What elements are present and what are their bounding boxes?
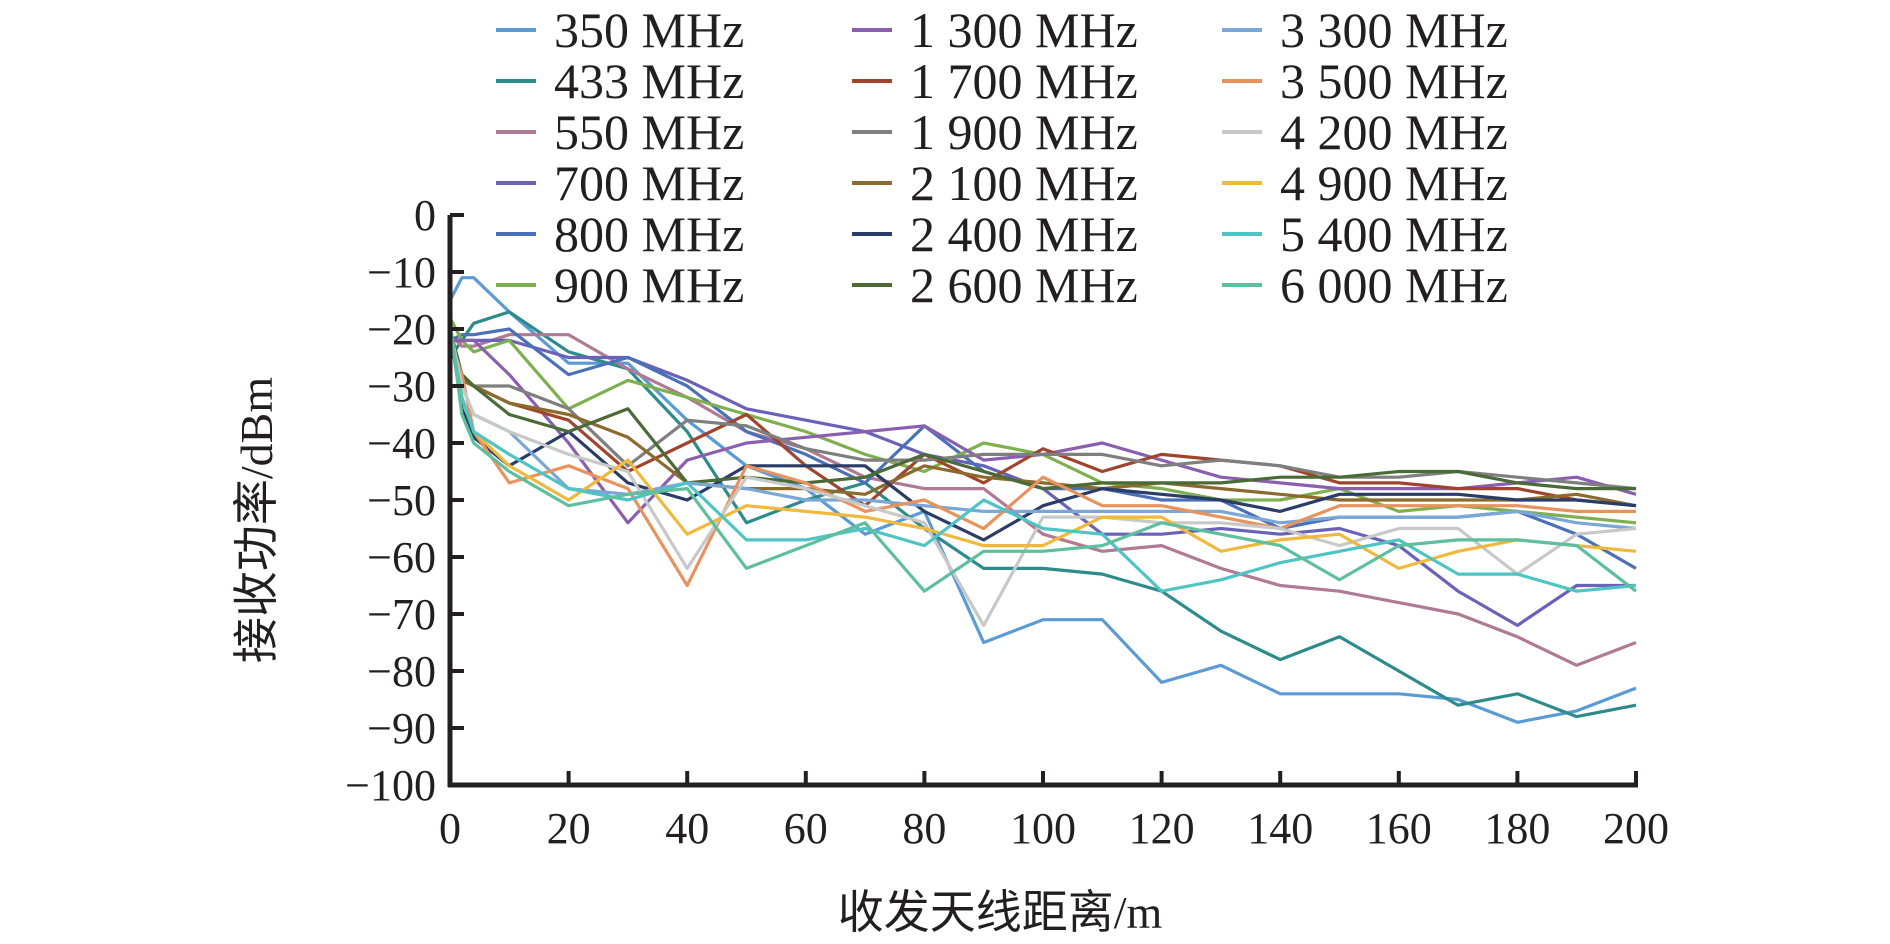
legend-label: 433 MHz — [554, 53, 744, 109]
x-tick-label: 0 — [439, 804, 461, 853]
series-line — [450, 338, 1636, 628]
y-tick-label: −100 — [345, 761, 436, 810]
plot-lines — [448, 276, 1637, 724]
y-tick-label: −90 — [367, 704, 436, 753]
legend-label: 6 000 MHz — [1280, 257, 1508, 313]
x-tick-label: 60 — [784, 804, 828, 853]
legend-label: 900 MHz — [554, 257, 744, 313]
y-tick-label: −80 — [367, 647, 436, 696]
y-tick-label: −50 — [367, 476, 436, 525]
series-line — [448, 328, 1637, 628]
legend-label: 3 300 MHz — [1280, 2, 1508, 58]
x-tick-label: 200 — [1603, 804, 1669, 853]
series-line — [448, 310, 1637, 719]
legend-label: 5 400 MHz — [1280, 206, 1508, 262]
legend-label: 1 300 MHz — [910, 2, 1138, 58]
series-line — [448, 328, 1637, 542]
series-line — [448, 339, 1637, 508]
y-tick-label: −20 — [367, 305, 436, 354]
x-tick-label: 40 — [665, 804, 709, 853]
x-tick-label: 160 — [1366, 804, 1432, 853]
series-line — [448, 328, 1637, 571]
legend-label: 550 MHz — [554, 104, 744, 160]
y-tick-label: 0 — [414, 191, 436, 240]
y-tick-label: −30 — [367, 362, 436, 411]
legend-label: 4 900 MHz — [1280, 155, 1508, 211]
legend-label: 3 500 MHz — [1280, 53, 1508, 109]
series-line — [448, 328, 1636, 491]
y-axis-title: 接收功率/dBm — [231, 377, 282, 663]
legend-label: 1 700 MHz — [910, 53, 1138, 109]
legend-label: 350 MHz — [554, 2, 744, 58]
legend-label: 2 400 MHz — [910, 206, 1138, 262]
x-tick-label: 100 — [1010, 804, 1076, 853]
x-axis-title: 收发天线距离/m — [838, 887, 1163, 938]
series-line — [450, 338, 1637, 525]
y-tick-label: −10 — [367, 248, 436, 297]
y-tick-label: −70 — [367, 590, 436, 639]
series-line — [448, 339, 1636, 588]
series-line — [448, 328, 1637, 593]
series-line — [448, 316, 1637, 525]
legend-label: 700 MHz — [554, 155, 744, 211]
series-line — [448, 328, 1637, 531]
series-line — [448, 276, 1637, 724]
x-tick-label: 80 — [902, 804, 946, 853]
legend-label: 800 MHz — [554, 206, 744, 262]
series-line — [448, 333, 1637, 667]
legend-label: 1 900 MHz — [910, 104, 1138, 160]
x-tick-label: 180 — [1484, 804, 1550, 853]
x-tick-label: 120 — [1129, 804, 1195, 853]
legend-label: 2 600 MHz — [910, 257, 1138, 313]
legend-label: 2 100 MHz — [910, 155, 1138, 211]
series-line — [448, 334, 1637, 491]
y-tick-label: −40 — [367, 419, 436, 468]
series-line — [448, 323, 1637, 593]
x-tick-label: 140 — [1247, 804, 1313, 853]
y-tick-label: −60 — [367, 533, 436, 582]
series-line — [448, 339, 1637, 508]
x-tick-label: 20 — [547, 804, 591, 853]
legend-label: 4 200 MHz — [1280, 104, 1508, 160]
